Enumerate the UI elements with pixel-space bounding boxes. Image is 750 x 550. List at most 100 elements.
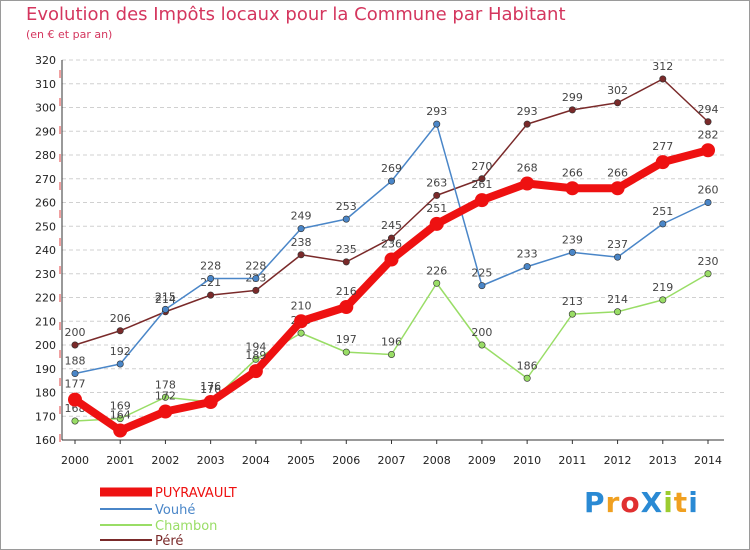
logo-letter: r — [605, 486, 621, 519]
legend-label: PUYRAVAULT — [155, 486, 237, 501]
data-label: 176 — [200, 380, 221, 393]
data-point — [433, 279, 441, 287]
chart-title: Evolution des Impôts locaux pour la Comm… — [26, 4, 566, 25]
data-point — [297, 251, 305, 259]
data-point — [659, 220, 667, 228]
logo-letter: X — [640, 486, 664, 519]
data-label: 194 — [245, 340, 266, 353]
data-label: 219 — [652, 281, 673, 294]
y-tick-label: 180 — [35, 387, 56, 400]
data-point — [429, 216, 444, 231]
data-label: 192 — [110, 345, 131, 358]
data-point — [610, 181, 625, 196]
x-tick-label: 2014 — [694, 454, 722, 467]
data-point — [161, 393, 169, 401]
data-point — [433, 191, 441, 199]
data-point — [342, 215, 350, 223]
data-label: 277 — [652, 140, 673, 153]
data-point — [659, 296, 667, 304]
data-label: 302 — [607, 84, 628, 97]
data-point — [523, 120, 531, 128]
data-point — [387, 177, 395, 185]
data-point — [704, 270, 712, 278]
x-tick-label: 2005 — [287, 454, 315, 467]
y-tick-label: 300 — [35, 102, 56, 115]
data-point — [252, 274, 260, 282]
data-label: 206 — [110, 312, 131, 325]
data-label: 245 — [381, 219, 402, 232]
x-tick-label: 2013 — [649, 454, 677, 467]
data-label: 169 — [110, 400, 131, 413]
data-label: 294 — [698, 103, 719, 116]
data-label: 266 — [607, 166, 628, 179]
x-tick-label: 2006 — [332, 454, 360, 467]
data-label: 230 — [698, 255, 719, 268]
x-tick-label: 2012 — [604, 454, 632, 467]
data-point — [520, 176, 535, 191]
data-point — [71, 369, 79, 377]
data-label: 228 — [200, 260, 221, 273]
data-point — [71, 417, 79, 425]
data-label: 293 — [517, 105, 538, 118]
data-label: 233 — [517, 248, 538, 261]
data-point — [565, 181, 580, 196]
data-label: 299 — [562, 91, 583, 104]
data-label: 177 — [65, 378, 86, 391]
data-label: 214 — [155, 293, 176, 306]
data-label: 186 — [517, 359, 538, 372]
data-label: 269 — [381, 162, 402, 175]
data-point — [704, 199, 712, 207]
data-point — [478, 282, 486, 290]
data-label: 225 — [471, 267, 492, 280]
data-point — [342, 258, 350, 266]
data-label: 263 — [426, 176, 447, 189]
data-point — [116, 415, 124, 423]
data-label: 237 — [607, 238, 628, 251]
data-point — [387, 234, 395, 242]
data-label: 200 — [65, 326, 86, 339]
data-label: 210 — [291, 299, 312, 312]
data-label: 251 — [652, 205, 673, 218]
data-point — [207, 291, 215, 299]
x-tick-label: 2003 — [197, 454, 225, 467]
data-point — [207, 274, 215, 282]
y-tick-label: 310 — [35, 78, 56, 91]
chart-subtitle: (en € et par an) — [26, 28, 113, 41]
data-label: 188 — [65, 355, 86, 368]
y-tick-label: 210 — [35, 315, 56, 328]
data-label: 249 — [291, 210, 312, 223]
data-point — [116, 327, 124, 335]
data-point — [252, 355, 260, 363]
logo-letter: o — [620, 486, 641, 519]
y-tick-label: 250 — [35, 220, 56, 233]
data-point — [116, 360, 124, 368]
data-point — [339, 300, 354, 314]
x-tick-label: 2002 — [151, 454, 179, 467]
data-point — [523, 263, 531, 271]
x-tick-label: 2001 — [106, 454, 134, 467]
data-point — [252, 286, 260, 294]
data-label: 235 — [336, 243, 357, 256]
data-label: 178 — [155, 378, 176, 391]
x-tick-label: 2008 — [423, 454, 451, 467]
data-label: 172 — [155, 390, 176, 403]
data-point — [158, 404, 173, 419]
data-point — [614, 253, 622, 261]
logo-letter: t — [673, 486, 689, 519]
data-point — [342, 348, 350, 356]
data-point — [68, 392, 82, 407]
data-label: 221 — [200, 276, 221, 289]
logo-letter: i — [663, 486, 674, 519]
x-tick-label: 2000 — [61, 454, 89, 467]
y-tick-label: 240 — [35, 244, 56, 257]
y-tick-label: 290 — [35, 125, 56, 138]
data-label: 176 — [200, 383, 221, 396]
data-label: 312 — [652, 60, 673, 73]
data-point — [655, 155, 670, 170]
data-label: 196 — [381, 336, 402, 349]
data-label: 270 — [471, 160, 492, 173]
data-point — [568, 248, 576, 256]
data-point — [478, 341, 486, 349]
data-label: 226 — [426, 264, 447, 277]
data-label: 293 — [426, 105, 447, 118]
